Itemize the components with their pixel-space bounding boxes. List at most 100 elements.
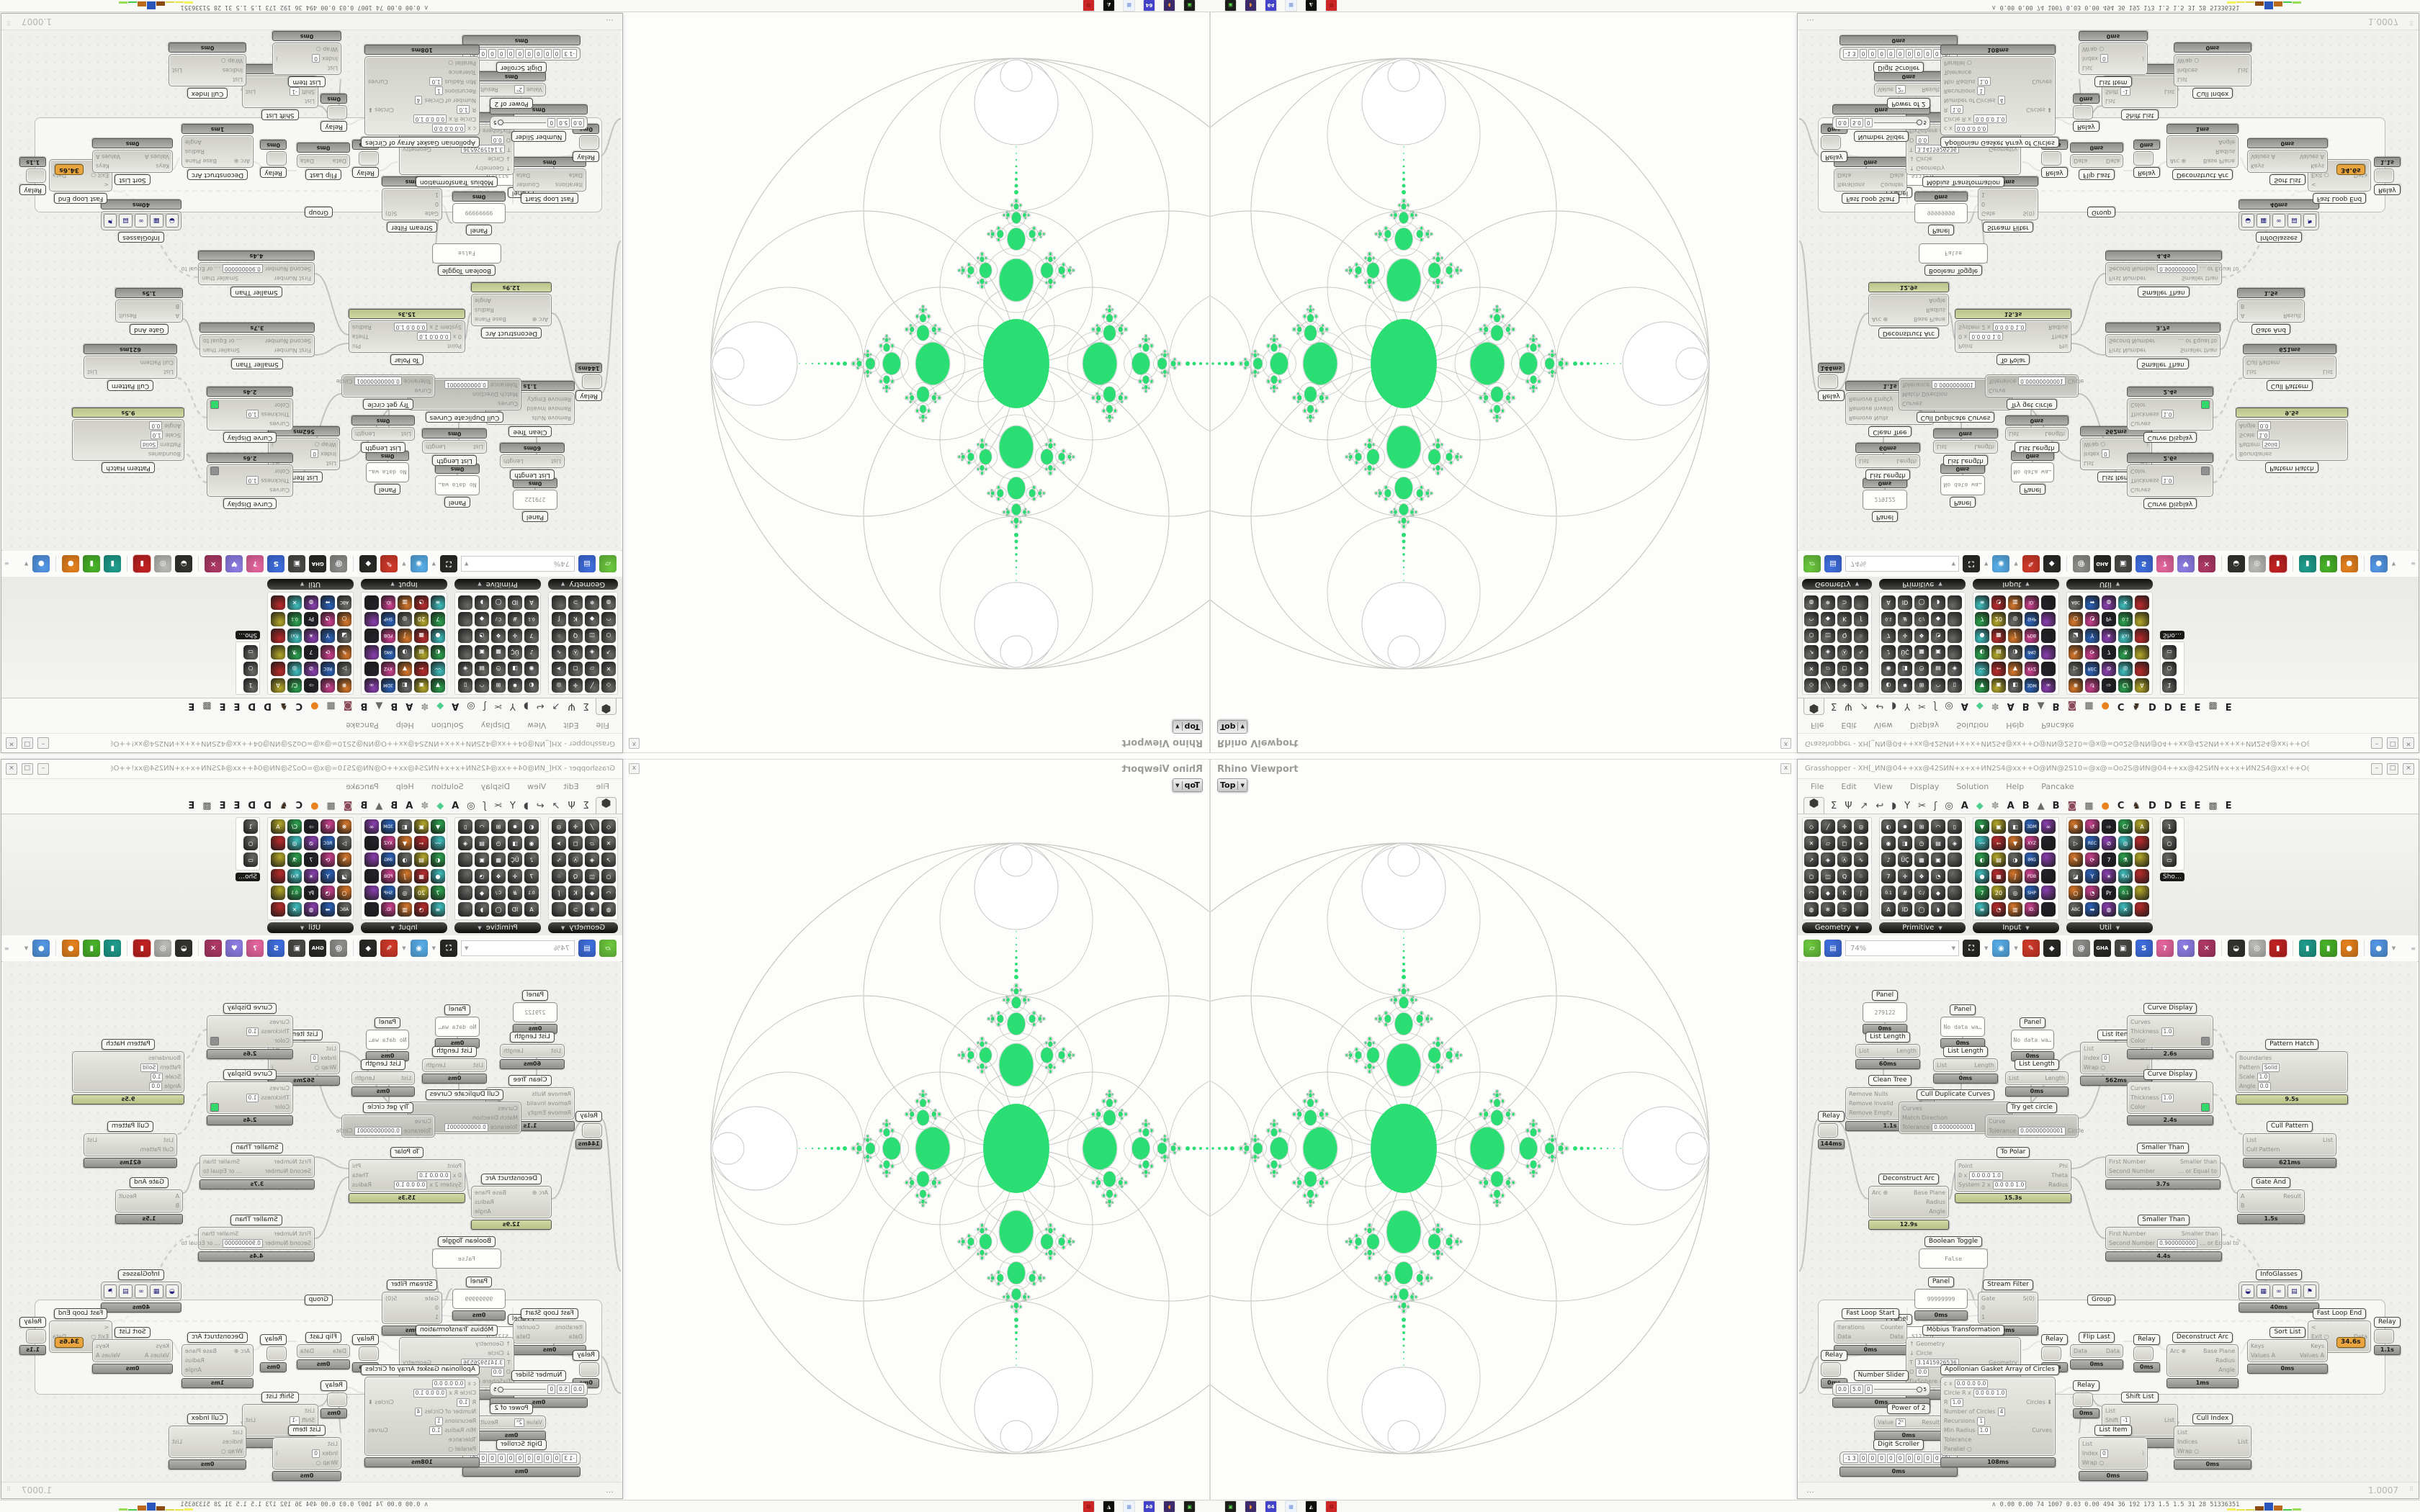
slider-value-cell[interactable]: 0 xyxy=(547,1385,556,1394)
infoglasses-icon[interactable]: ∞ xyxy=(2272,1284,2286,1298)
gh-canvas[interactable]: Panel 279122 0ms List Length List Length 60ms C… xyxy=(3,961,621,1482)
component-icon[interactable]: ▦ xyxy=(1914,645,1929,660)
value-box[interactable]: 0.900000000 xyxy=(2157,264,2198,274)
value-box[interactable]: 1.0 xyxy=(457,1398,470,1407)
value-box[interactable]: 1.0 xyxy=(150,1072,163,1081)
scroller-digit-cell[interactable]: 0 xyxy=(1859,49,1868,58)
component-icon[interactable]: K xyxy=(1837,886,1852,900)
component-icon[interactable]: ◑ xyxy=(2008,645,2022,660)
firefox-icon[interactable]: ◗ xyxy=(1245,1500,1257,1512)
relay-body[interactable] xyxy=(2041,1346,2061,1361)
category-tab-15[interactable]: ▲ xyxy=(2037,701,2045,711)
component-icon[interactable]: ÜÇ xyxy=(1898,852,1912,867)
component-icon[interactable]: ⟳ xyxy=(2085,645,2099,660)
gh-node-gate-and[interactable]: Gate And A Result B 1.5s xyxy=(115,1177,183,1224)
node-body[interactable]: Value 2ᴿ Result xyxy=(477,1416,546,1429)
gh-node-number-slider[interactable]: Number Slider 0.0 5.0 0 5 0ms xyxy=(490,1370,588,1408)
blue-sphere-icon[interactable]: ● xyxy=(32,940,50,957)
panel-body[interactable]: No data wa… xyxy=(1940,1017,1985,1037)
menu-item-solution[interactable]: Solution xyxy=(431,782,464,791)
component-icon[interactable] xyxy=(271,869,285,883)
component-icon[interactable]: ◠ xyxy=(1931,678,1945,693)
scroller-digit-cell[interactable]: 0 xyxy=(525,1454,534,1463)
close-button[interactable]: × xyxy=(2403,763,2414,775)
slider-value-cell[interactable]: 0 xyxy=(1864,118,1873,127)
clam-preview-icon[interactable]: ◒ xyxy=(2227,555,2245,572)
chevron-down-icon[interactable]: ▼ xyxy=(431,945,436,951)
component-icon[interactable]: ◆ xyxy=(585,886,599,900)
node-body[interactable]: List Indices List Wrap ○ xyxy=(2174,54,2251,86)
component-icon[interactable]: ▤ xyxy=(475,836,489,850)
viewport-close-icon[interactable]: x xyxy=(629,738,640,749)
scroller-digit-cell[interactable]: 0 xyxy=(516,1454,524,1463)
teal-cylinder-icon[interactable]: ▮ xyxy=(2298,555,2316,572)
component-icon[interactable]: ID. xyxy=(381,902,395,917)
infoglasses-icon[interactable]: ▦ xyxy=(150,1284,163,1298)
color-swatch[interactable] xyxy=(2201,400,2210,410)
component-icon[interactable]: ▣ xyxy=(1931,645,1945,660)
gh-node-panel[interactable]: Panel No data wa… 0ms xyxy=(2011,451,2054,495)
scroller-digit-cell[interactable]: 0 xyxy=(543,1454,552,1463)
palette-group-label-sho[interactable]: Sho… xyxy=(2160,873,2184,881)
node-body[interactable]: List Length xyxy=(422,1058,487,1072)
number-slider-body[interactable]: 0.0 5.0 0 5 xyxy=(1832,116,1930,130)
relay-body[interactable] xyxy=(1821,1362,1841,1377)
component-icon[interactable] xyxy=(2041,662,2056,676)
component-icon[interactable]: ◎ xyxy=(2118,836,2133,850)
infoglasses-icon[interactable]: ▤ xyxy=(2287,214,2301,228)
gh-node-gate-and[interactable]: Gate And A Result B 1.5s xyxy=(2237,1177,2305,1224)
category-tab-26[interactable]: ▩ xyxy=(2208,701,2218,711)
category-tab-7[interactable]: ✂ xyxy=(494,801,502,811)
component-icon[interactable]: ☀ xyxy=(2102,629,2116,643)
value-box[interactable]: 0 xyxy=(312,1449,320,1458)
gh-node-34-6s[interactable]: 34.6s xyxy=(2336,1337,2365,1349)
maximize-button[interactable]: □ xyxy=(22,763,33,775)
component-icon[interactable]: ◈ xyxy=(1821,645,1835,660)
category-tab-4[interactable]: ↩ xyxy=(536,801,544,811)
component-icon[interactable]: ◆ xyxy=(1821,886,1835,900)
value-box[interactable]: 2ᴿ xyxy=(1895,1418,1906,1427)
gh-node-flip-last[interactable]: Flip Last Data Data 0ms xyxy=(2070,143,2123,180)
component-icon[interactable]: ◗ xyxy=(475,902,489,917)
component-icon[interactable] xyxy=(271,886,285,900)
component-icon[interactable]: ≡ xyxy=(431,902,445,917)
node-body[interactable]: List Index 0 i Wrap ○ xyxy=(2079,1437,2148,1470)
category-tab-18[interactable]: ▦ xyxy=(2084,701,2094,711)
gh-node-power-of-2[interactable]: Power of 2 Value 2ᴿ Result 0ms xyxy=(477,1403,546,1441)
component-icon[interactable]: ◻ xyxy=(1837,836,1852,850)
category-tab-25[interactable]: E xyxy=(2194,701,2201,711)
value-box[interactable]: 0 xyxy=(2102,1053,2110,1063)
component-icon[interactable]: 0.1 xyxy=(524,886,539,900)
component-icon[interactable]: 7 xyxy=(431,886,445,900)
component-icon[interactable]: ➤ xyxy=(1854,662,1868,676)
node-body[interactable]: List List Cull Pattern xyxy=(84,1133,177,1156)
slider-value-cell[interactable]: 0.0 xyxy=(571,1385,584,1394)
search-s-icon[interactable]: S xyxy=(267,940,285,957)
menu-item-view[interactable]: View xyxy=(1873,782,1893,791)
panel-body[interactable]: No data wa… xyxy=(2011,462,2054,482)
component-icon[interactable]: ✛ xyxy=(1837,819,1852,834)
chevron-down-icon[interactable]: ▼ xyxy=(402,945,406,951)
component-icon[interactable]: IMG xyxy=(2025,645,2039,660)
component-icon[interactable]: ⁘ xyxy=(1854,869,1868,883)
value-box[interactable]: 1 xyxy=(1977,86,1986,96)
component-icon[interactable]: XYZ xyxy=(2025,662,2039,676)
menu-item-display[interactable]: Display xyxy=(480,782,511,791)
toolbar-overflow-icon[interactable]: ≡ xyxy=(2411,560,2416,567)
category-tab-1[interactable]: Σ xyxy=(583,801,589,811)
close-button[interactable]: × xyxy=(2403,737,2414,749)
component-icon[interactable]: ◔ xyxy=(1991,902,2006,917)
component-icon[interactable]: ⊞ xyxy=(1914,678,1929,693)
component-icon[interactable]: Ⓐ xyxy=(1837,645,1852,660)
category-tab-5[interactable]: ◗ xyxy=(523,801,529,811)
category-tab-1[interactable]: Σ xyxy=(1831,701,1837,711)
gh-node-infoglasses[interactable]: InfoGlasses ◒ ▦ ∞ ▤ ⚑ 40ms xyxy=(2238,1269,2319,1313)
capture-window-icon[interactable]: ▣ xyxy=(2114,555,2132,572)
slider-value-cell[interactable]: 0.0 xyxy=(1836,1385,1849,1394)
node-body[interactable]: Point Phi 0 x 0.0 0.0 1.0 Theta System 2 x 0.0… xyxy=(1955,320,2071,353)
gh-node-group[interactable]: Group xyxy=(304,1295,333,1307)
component-icon[interactable]: ◈ xyxy=(1948,662,1962,676)
category-tab-15[interactable]: ▲ xyxy=(375,801,383,811)
component-icon[interactable]: ◗ xyxy=(1931,902,1945,917)
